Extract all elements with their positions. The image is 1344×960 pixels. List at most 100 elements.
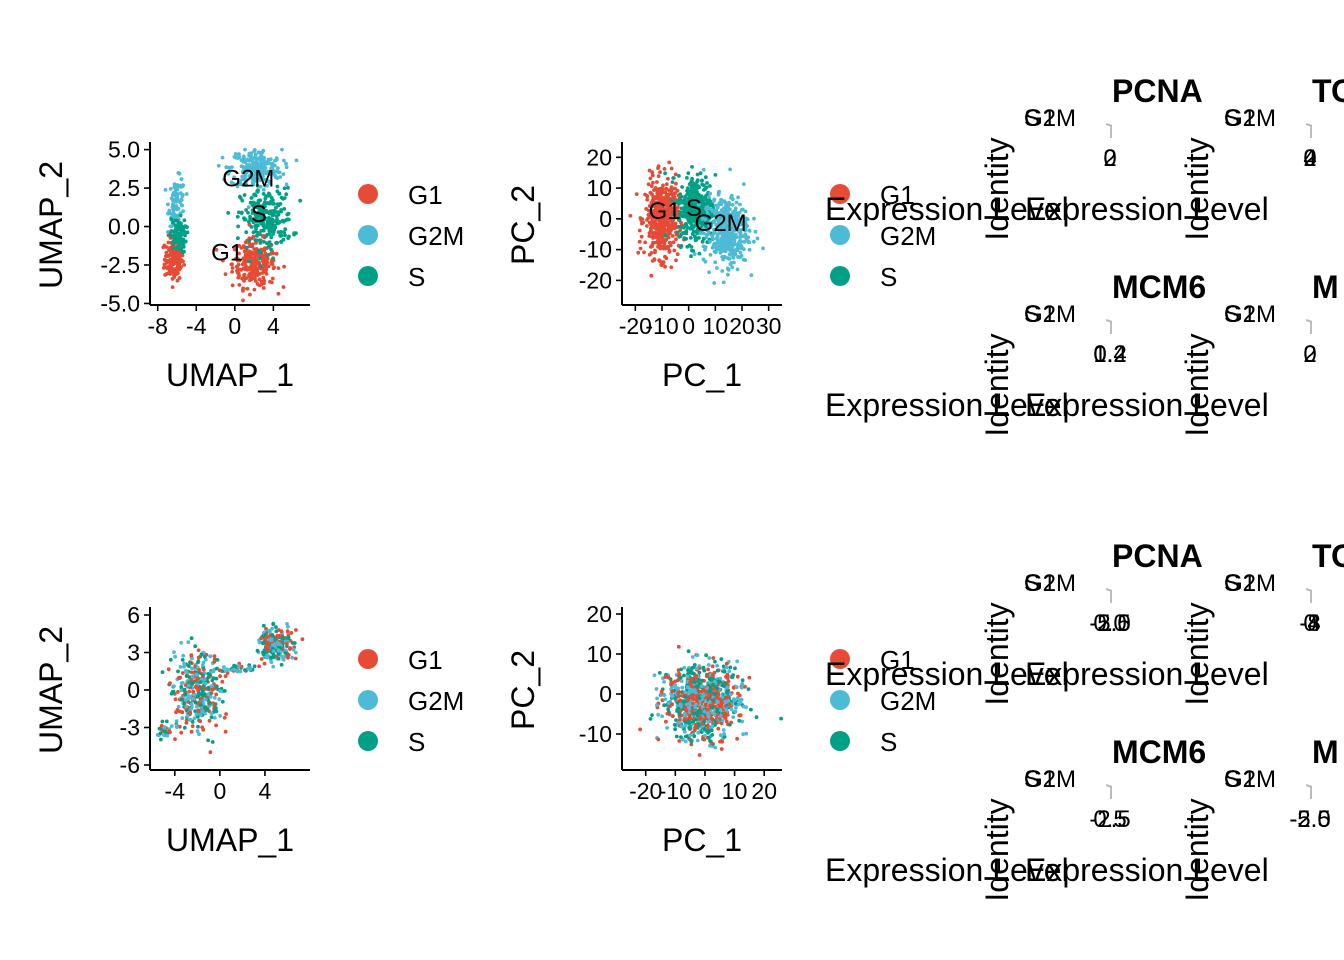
row2-pca-point-s [707,689,712,694]
row2-pca-point-g2m [655,703,659,707]
row1-pca-point-s [676,198,680,203]
row2-umap-point-g1 [202,686,207,691]
row1-pca-point-g2m [727,201,731,206]
row2-umap-point-g2m [181,653,186,658]
row1-umap-point-g1 [255,260,260,265]
row1-umap-point-g2m [249,172,254,177]
row2-umap-point-g1 [289,631,294,635]
row1-pca-point-s [704,185,709,190]
row1-pca-point-g2m [720,269,725,273]
row2-pca-point-g1 [737,713,742,718]
row1-pca-point-g1 [669,166,674,171]
row1-umap-point-g2m [284,161,288,166]
row1-umap-point-s [181,245,186,249]
row2-umap-point-g1 [275,633,280,638]
row2-pca-point-s [695,710,700,715]
row1-umap-point-s [168,234,173,239]
row2-umap-point-g1 [225,671,230,675]
row1-pca-point-g2m [720,227,725,232]
row1-pca-point-g2m [734,223,739,228]
row2-pca-point-g2m [724,708,729,712]
row1-pca-point-s [709,213,714,217]
row2-pca-point-s [697,670,702,675]
row2-pca-point-g1 [659,689,664,694]
row2-pca-x-tick-label: 0 [699,778,712,804]
row2-pca-point-g2m [701,693,706,698]
row1-umap-point-s [282,207,287,211]
row2-umap-point-g1 [173,697,178,702]
row1-umap-point-g1 [248,278,252,283]
row2-umap-point-g2m [195,729,200,734]
row1-umap-point-s [258,264,263,269]
row1-umap-point-s [266,201,270,206]
row2-ridge-c-y-axis-title: Identity [979,798,1015,901]
row1-umap-point-s [250,208,255,213]
row1-umap-point-s [258,198,263,203]
row2-pca-point-g1 [727,702,732,707]
row1-umap-point-g2m [252,148,257,152]
row2-pca-point-g2m [706,663,711,667]
row1-umap-point-g1 [237,244,242,248]
row2-pca-point-s [713,692,717,697]
row2-pca-point-s [682,673,686,678]
row1-umap-point-s [276,210,281,215]
row1-pca-point-s [677,218,682,223]
row2-pca-point-s [691,671,695,676]
row2-pca-point-g1 [743,684,747,689]
row1-pca-point-s [686,204,691,209]
row1-pca-point-g1 [645,224,649,228]
row1-pca-point-g1 [672,248,677,253]
row1-pca-point-g2m [734,227,739,232]
row1-pca-point-s [705,200,710,205]
row1-umap-point-s [259,207,263,212]
row2-umap-point-s [279,662,284,667]
row2-ridge-c-x-tick-label: 0.5 [1093,806,1126,833]
row2-umap-point-s [168,657,173,662]
row2-umap-point-g2m [176,704,181,709]
row2-umap-point-g2m [192,716,197,721]
row1-pca-point-g2m [738,250,743,255]
row2-umap-point-g1 [293,656,298,661]
row1-pca-point-s [693,202,697,207]
row1-pca-point-g1 [663,201,667,206]
row1-umap-point-g2m [247,166,252,171]
legend-label-s: S [880,727,897,757]
row2-pca-point-s [702,727,707,732]
row1-pca-point-g2m [716,192,721,197]
row2-pca-point-s [648,717,653,721]
row1-pca-point-g2m [712,199,716,203]
row2-umap-point-g1 [217,668,222,673]
row2-pca-point-g2m [683,690,688,695]
row2-pca-point-g2m [720,718,725,723]
row1-umap-point-s [253,193,258,198]
row1-pca-point-g2m [728,227,733,232]
row1-umap-point-s [250,211,255,216]
row2-pca-point-s [731,673,735,678]
row1-pca-point-g2m [743,234,748,239]
row2-umap-point-g2m [195,704,199,709]
row1-pca-point-g1 [669,185,674,190]
row1-umap-point-s [253,238,258,242]
row1-pca-point-g1 [657,206,662,211]
row1-pca-point-s [701,202,705,207]
row1-pca-point-s [678,214,682,219]
row2-pca-point-g2m [693,702,698,707]
row1-umap-point-s [275,217,279,222]
row2-pca-point-g2m [735,659,740,664]
row2-pca-point-s [728,665,733,670]
row1-pca-point-g1 [667,203,672,208]
row1-pca-point-g1 [646,182,651,187]
row1-pca-point-g1 [652,257,657,261]
legend-key-g1 [358,184,378,204]
row2-pca-point-s [687,725,691,730]
legend-key-s [358,266,378,286]
row1-umap-point-g1 [276,266,281,270]
row1-pca-point-s [675,230,680,235]
row2-umap-point-g2m [194,672,199,677]
row1-umap-cluster-label: G2M [222,166,274,193]
row1-umap-point-g2m [172,192,176,196]
row1-umap-point-g1 [243,254,248,258]
row2-umap-point-s [159,737,163,742]
row2-pca-point-g1 [710,664,715,669]
row2-umap-point-g2m [178,665,183,669]
